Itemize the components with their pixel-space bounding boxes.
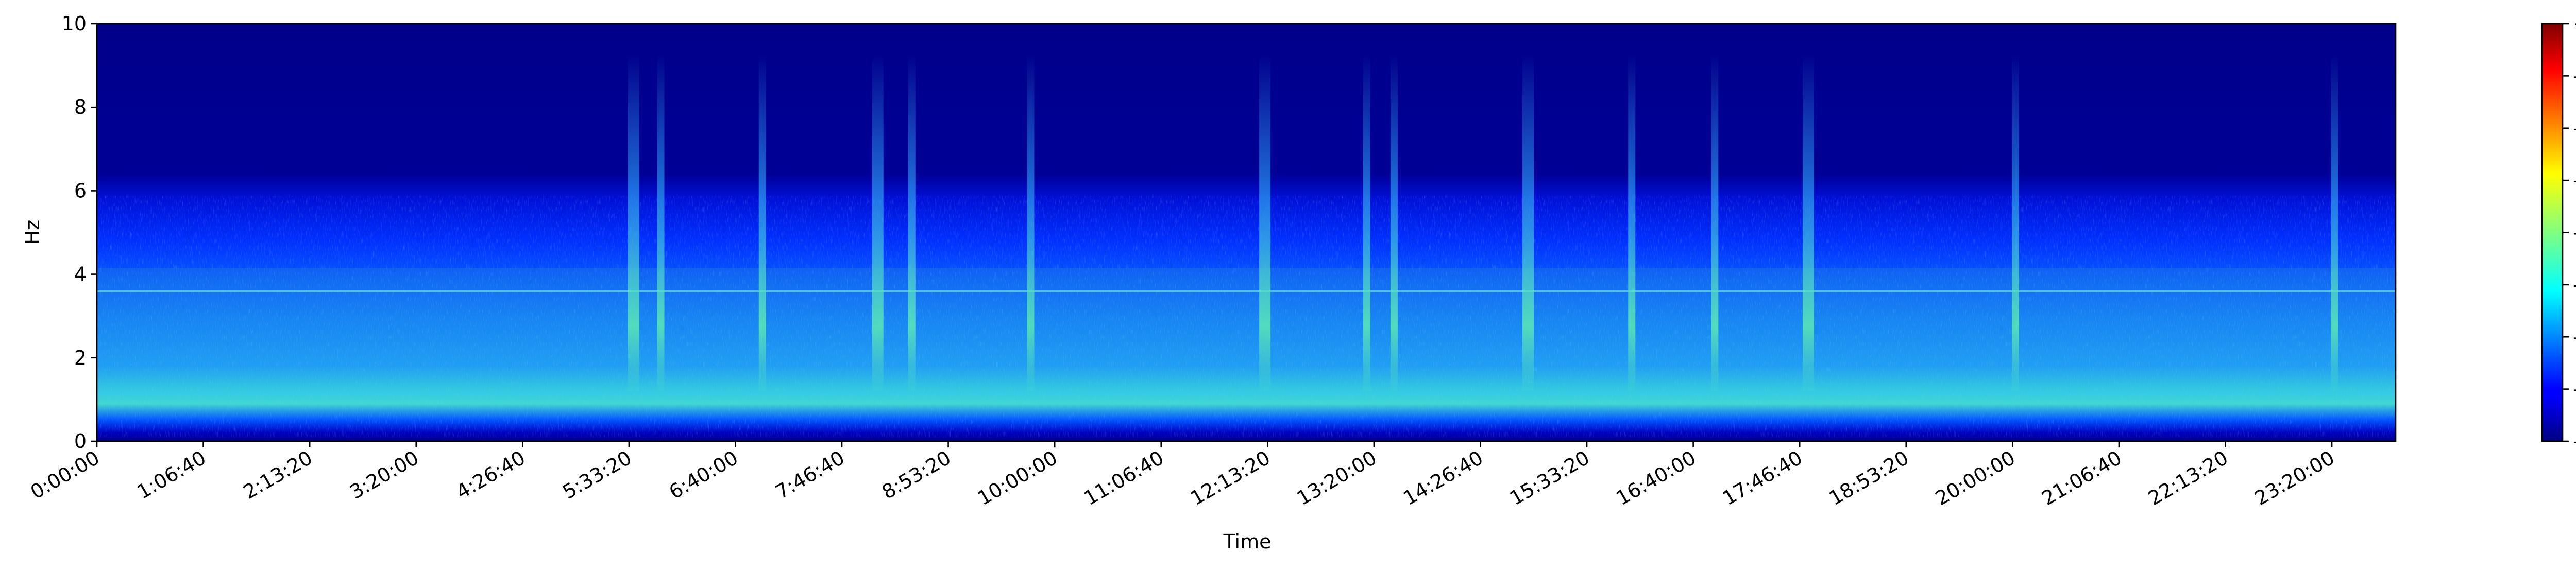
- y-tick-label: 4: [74, 263, 87, 286]
- colorbar-tick-label: -40 dB: [2573, 221, 2576, 244]
- colorbar-tick-label: -50 dB: [2573, 273, 2576, 296]
- x-tick-label: 14:26:40: [1399, 446, 1487, 510]
- x-tick-label: 15:33:20: [1506, 446, 1594, 510]
- x-tick-label: 6:40:00: [665, 446, 742, 504]
- spectrogram-streak: [1522, 55, 1534, 395]
- x-tick-label: 18:53:20: [1825, 446, 1912, 510]
- spectrogram-streak: [1802, 55, 1814, 395]
- x-tick-label: 13:20:00: [1293, 446, 1381, 510]
- spectrogram-streak: [872, 55, 884, 395]
- x-tick-label: 16:40:00: [1612, 446, 1700, 510]
- colorbar-tick-label: -10 dB: [2573, 64, 2576, 87]
- colorbar: [2541, 23, 2564, 442]
- x-tick-label: 10:00:00: [974, 446, 1061, 510]
- colorbar-tick-label: +0 dB: [2573, 12, 2576, 35]
- x-tick-label: 3:20:00: [346, 446, 422, 504]
- x-tick-label: 7:46:40: [772, 446, 849, 504]
- y-tick-label: 10: [62, 12, 87, 35]
- y-axis-label: Hz: [21, 220, 44, 245]
- spectrogram-streak: [657, 55, 665, 395]
- x-tick-label: 8:53:20: [878, 446, 955, 504]
- y-tick-label: 6: [74, 179, 87, 202]
- x-tick-label: 21:06:40: [2038, 446, 2126, 510]
- spectrogram-line: [97, 290, 2396, 292]
- x-tick-label: 11:06:40: [1080, 446, 1167, 510]
- x-tick-label: 12:13:20: [1187, 446, 1274, 510]
- spectrogram-streak: [1027, 55, 1035, 395]
- colorbar-tick-label: -60 dB: [2573, 325, 2576, 348]
- x-tick-label: 17:46:40: [1719, 446, 1806, 510]
- plot-frame: [96, 23, 2397, 442]
- spectrogram-streak: [1390, 55, 1398, 395]
- spectrogram-streak: [1628, 55, 1636, 395]
- spectrogram-band: [97, 268, 2396, 391]
- spectrogram-image: [97, 24, 2396, 441]
- x-tick-label: 5:33:20: [558, 446, 635, 504]
- y-tick-label: 0: [74, 430, 87, 453]
- colorbar-tick-label: -20 dB: [2573, 117, 2576, 140]
- x-tick-label: 20:00:00: [1931, 446, 2019, 510]
- spectrogram-streak: [2331, 55, 2338, 395]
- x-axis-label: Time: [1223, 530, 1272, 553]
- spectrogram-streak: [1711, 55, 1719, 395]
- spectrogram-streak: [628, 55, 639, 395]
- colorbar-tick-label: -30 dB: [2573, 169, 2576, 192]
- x-tick-label: 4:26:40: [452, 446, 529, 504]
- x-tick-label: 2:13:20: [240, 446, 316, 504]
- colorbar-tick-label: -80 dB: [2573, 430, 2576, 453]
- spectrogram-streak: [908, 55, 916, 395]
- spectrogram-streak: [1259, 55, 1271, 395]
- colorbar-tick-label: -70 dB: [2573, 378, 2576, 401]
- x-tick-label: 0:00:00: [27, 446, 104, 504]
- spectrogram-streak: [2011, 55, 2019, 395]
- x-tick-label: 23:20:00: [2251, 446, 2338, 510]
- x-tick-label: 22:13:20: [2144, 446, 2232, 510]
- spectrogram-streak: [1363, 55, 1370, 395]
- y-tick-label: 2: [74, 347, 87, 369]
- y-tick-label: 8: [74, 96, 87, 118]
- spectrogram-streak: [758, 55, 766, 395]
- x-tick-label: 1:06:40: [133, 446, 210, 504]
